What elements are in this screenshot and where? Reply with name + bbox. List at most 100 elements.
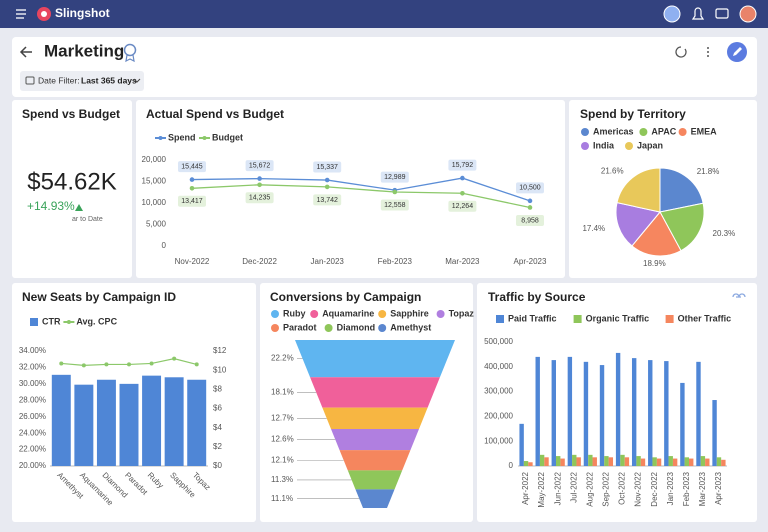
data-label: 12.1%	[271, 455, 294, 464]
bar	[74, 384, 94, 466]
bar	[712, 400, 717, 466]
bar	[656, 458, 662, 466]
series-line	[191, 177, 531, 202]
legend-label: Topaz	[449, 308, 475, 318]
x-tick-label: Nov-2022	[634, 471, 643, 506]
chart-title: Conversions by Campaign	[270, 290, 421, 304]
point	[172, 356, 177, 361]
date-filter[interactable]	[20, 71, 144, 91]
y-tick-label: 34.00%	[19, 346, 46, 355]
data-label-box	[448, 200, 477, 212]
bar	[142, 375, 162, 466]
chart-title: Actual Spend vs Budget	[146, 107, 284, 121]
legend-label: Paradot	[283, 322, 317, 332]
badge-ribbon	[125, 54, 135, 63]
point	[127, 362, 131, 367]
x-tick-label: Dec-2022	[650, 471, 659, 506]
bar	[636, 456, 641, 466]
x-tick-label: Aug-2022	[585, 471, 594, 506]
menu-icon[interactable]	[16, 9, 26, 19]
legend-label: Japan	[637, 140, 663, 150]
bar	[523, 461, 529, 466]
x-tick-label: Nov-2022	[175, 257, 210, 266]
bar	[572, 454, 577, 466]
bar	[544, 457, 549, 466]
legend-swatch	[378, 310, 387, 318]
bar	[535, 356, 540, 466]
legend-label: Budget	[212, 132, 243, 142]
legend-swatch	[678, 128, 687, 136]
bar	[680, 382, 685, 466]
bar	[705, 458, 710, 466]
more-button[interactable]	[707, 47, 709, 57]
profile-avatar[interactable]	[739, 5, 757, 23]
bar	[164, 377, 184, 466]
user-avatar[interactable]	[663, 5, 681, 23]
data-label: 20.3%	[713, 229, 736, 238]
data-label-box	[178, 161, 206, 173]
bar	[528, 462, 533, 466]
notifications-icon[interactable]	[691, 7, 705, 20]
data-label-box	[516, 214, 544, 226]
link-icon[interactable]	[732, 293, 746, 298]
point	[189, 177, 195, 182]
bar	[96, 379, 116, 466]
x-tick-label: Sep-2022	[602, 471, 611, 506]
badge-icon	[123, 43, 137, 57]
bar	[672, 458, 678, 466]
bar	[551, 360, 556, 466]
bar	[652, 457, 657, 466]
data-label-box	[313, 194, 342, 206]
y2-tick-label: $0	[213, 461, 222, 470]
bar	[51, 374, 71, 466]
kpi-change: +14.93%	[27, 199, 75, 213]
data-label: 12,264	[452, 203, 474, 210]
y2-tick-label: $2	[213, 442, 222, 451]
legend-swatch	[436, 310, 445, 318]
legend-label: Other Traffic	[678, 313, 732, 323]
bar	[684, 457, 690, 466]
funnel-segment	[347, 470, 403, 490]
app-name: Slingshot	[55, 6, 110, 20]
data-label: 13,742	[316, 197, 338, 204]
bar	[664, 361, 669, 466]
data-label-box	[245, 160, 274, 172]
back-button[interactable]	[19, 46, 32, 58]
bar	[640, 458, 646, 466]
legend-label: Ruby	[283, 308, 306, 318]
data-label: 21.6%	[601, 167, 624, 176]
x-tick-label: May-2022	[537, 471, 546, 507]
point	[194, 362, 199, 367]
y-tick-label: 26.00%	[19, 412, 46, 421]
x-tick-label: Oct-2022	[618, 471, 627, 504]
data-label: 12.6%	[271, 435, 294, 444]
legend-swatch	[496, 315, 504, 323]
bar	[648, 360, 653, 466]
kpi-note: ar to Date	[72, 216, 103, 223]
legend-swatch	[573, 315, 582, 323]
chat-icon[interactable]	[715, 8, 729, 19]
bar	[700, 456, 706, 466]
funnel-segment	[310, 377, 440, 408]
y-tick-label: 32.00%	[19, 363, 46, 372]
legend-label: Paid Traffic	[508, 313, 557, 323]
kpi-title: Spend vs Budget	[22, 107, 120, 121]
funnel-segment	[339, 450, 411, 471]
kpi-value: $54.62K	[27, 168, 116, 195]
x-tick-label: Jan-2023	[311, 257, 345, 266]
y2-tick-label: $12	[213, 346, 227, 355]
y-tick-label: 20,000	[142, 155, 167, 164]
y-tick-label: 22.00%	[19, 445, 46, 454]
legend-swatch	[639, 128, 648, 136]
point	[460, 190, 465, 196]
legend-swatch	[271, 310, 279, 318]
bar	[620, 454, 625, 466]
point	[392, 189, 398, 195]
refresh-button[interactable]	[675, 46, 687, 58]
filter-caret	[133, 78, 141, 83]
bar	[716, 457, 722, 466]
legend-label: India	[593, 140, 615, 150]
legend-swatch	[625, 142, 633, 150]
top-bar	[0, 0, 768, 28]
chart-title: Traffic by Source	[488, 290, 586, 304]
